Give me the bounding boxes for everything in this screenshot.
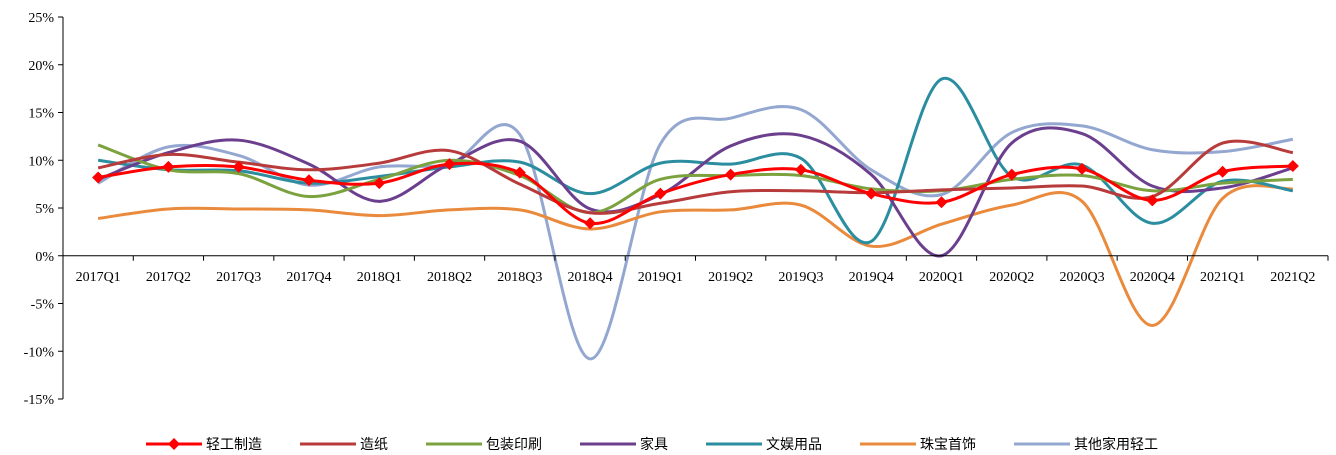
series-line-4 (97, 76, 1294, 245)
legend-label: 其他家用轻工 (1074, 436, 1158, 453)
y-tick-label: 25% (28, 11, 54, 26)
x-tick-label: 2018Q1 (357, 270, 402, 285)
legend-item: 包装印刷 (426, 437, 542, 453)
legend-label: 包装印刷 (486, 437, 542, 453)
series-line-6 (97, 105, 1294, 361)
x-ticks: 2017Q1 2017Q2 2017Q3 2017Q4 2018Q1 2018Q2 2018… (62, 255, 1329, 285)
x-tick-label: 2020Q4 (1130, 270, 1175, 285)
y-tick-label: -10% (24, 345, 55, 360)
y-ticks: 25% 20% 15% 10% 5% 0% -5% -10% -15% (24, 11, 63, 408)
x-tick-label: 2019Q1 (638, 270, 683, 285)
x-tick-label: 2020Q1 (919, 270, 964, 285)
x-tick-label: 2021Q2 (1270, 270, 1315, 285)
legend-label: 轻工制造 (206, 437, 262, 453)
x-tick-label: 2017Q2 (146, 270, 191, 285)
data-point (584, 217, 597, 230)
data-point (865, 187, 878, 200)
y-tick-label: 20% (28, 59, 54, 74)
y-tick-label: 5% (35, 202, 54, 217)
x-tick-label: 2018Q2 (427, 270, 472, 285)
data-point (724, 168, 737, 181)
x-tick-label: 2018Q3 (497, 270, 542, 285)
y-tick-label: 10% (28, 154, 54, 169)
data-point (1146, 194, 1159, 207)
data-point (1005, 168, 1018, 181)
x-tick-label: 2019Q3 (778, 270, 823, 285)
data-point (794, 163, 807, 176)
y-tick-label: 0% (35, 250, 54, 265)
x-tick-label: 2017Q1 (76, 270, 121, 285)
data-point (1216, 165, 1229, 178)
legend-marker (168, 438, 180, 450)
legend-item: 文娱用品 (706, 437, 822, 453)
data-point (1076, 162, 1089, 175)
series-line-5 (97, 184, 1294, 327)
x-tick-label: 2018Q4 (568, 270, 613, 285)
y-tick-label: -15% (24, 393, 55, 408)
data-point (162, 160, 175, 173)
series-line-3 (97, 126, 1294, 258)
legend-label: 文娱用品 (766, 437, 822, 453)
legend: 轻工制造 造纸 包装印刷 家具 文娱用品 珠宝首饰 其他家用轻工 (146, 436, 1158, 453)
legend-label: 珠宝首饰 (920, 437, 976, 453)
data-point (302, 174, 315, 187)
data-point (373, 177, 386, 190)
data-point (513, 166, 526, 179)
x-tick-label: 2017Q4 (286, 270, 331, 285)
data-point (654, 187, 667, 200)
series-line-1 (97, 139, 1294, 215)
legend-item: 造纸 (300, 437, 388, 453)
x-tick-label: 2021Q1 (1200, 270, 1245, 285)
markers (92, 158, 1299, 230)
x-tick-label: 2020Q2 (989, 270, 1034, 285)
data-point (1286, 159, 1299, 172)
data-point (443, 158, 456, 171)
data-point (232, 160, 245, 173)
x-tick-label: 2019Q2 (708, 270, 753, 285)
series-line-2 (97, 143, 1293, 215)
legend-label: 造纸 (360, 437, 388, 453)
legend-item: 轻工制造 (146, 437, 262, 453)
data-point (92, 171, 105, 184)
x-tick-label: 2017Q3 (216, 270, 261, 285)
x-tick-label: 2019Q4 (849, 270, 894, 285)
legend-item: 家具 (580, 436, 668, 453)
y-tick-label: 15% (28, 107, 54, 122)
x-tick-label: 2020Q3 (1059, 270, 1104, 285)
y-tick-label: -5% (31, 298, 55, 313)
plot-lines (97, 76, 1294, 361)
legend-item: 珠宝首饰 (860, 437, 976, 453)
legend-label: 家具 (640, 436, 668, 453)
legend-item: 其他家用轻工 (1014, 436, 1158, 453)
data-point (935, 196, 948, 209)
